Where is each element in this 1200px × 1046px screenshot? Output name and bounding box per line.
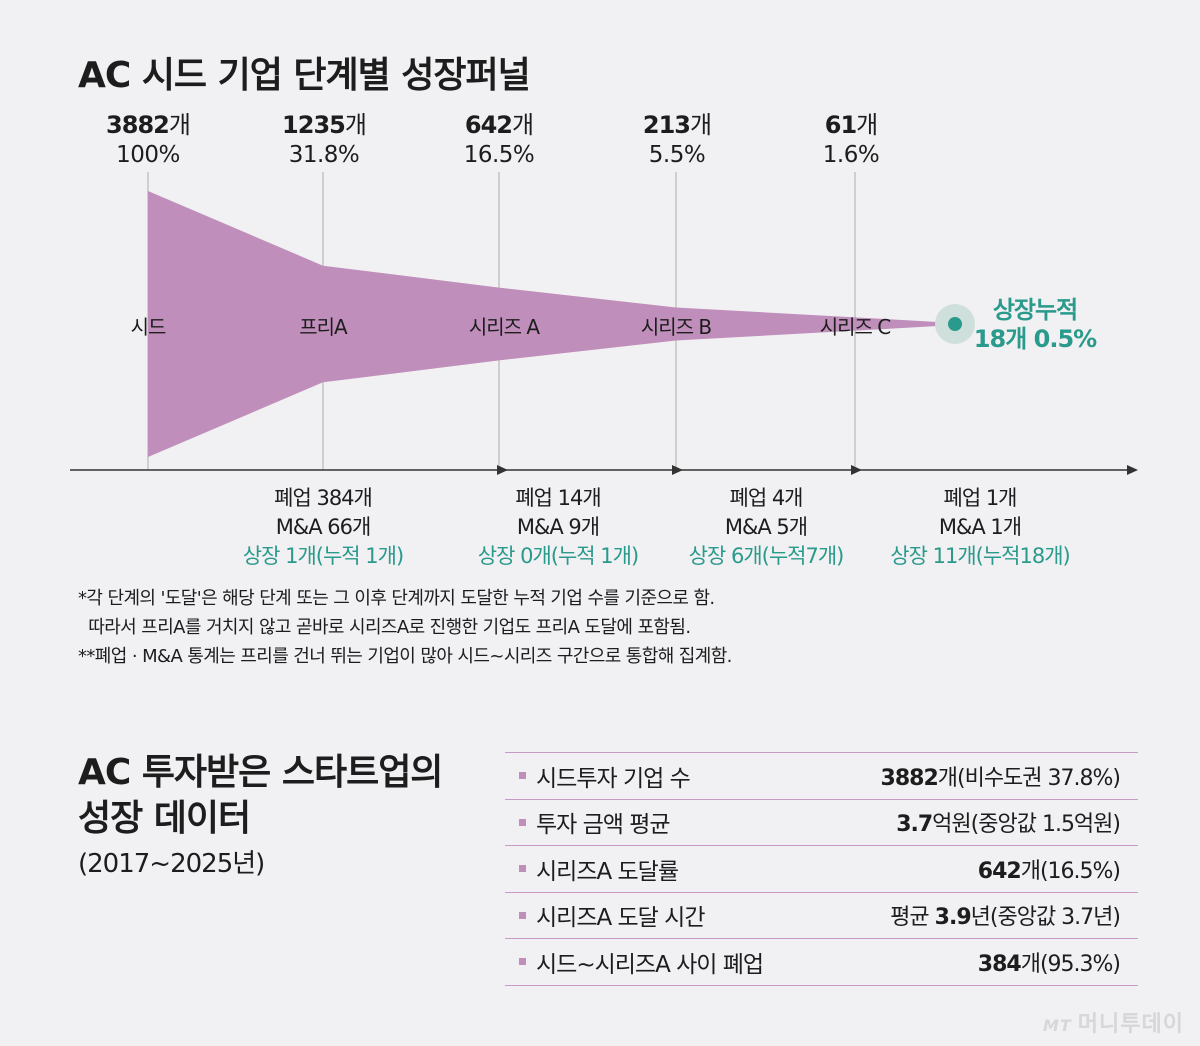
stage-name-series-c: 시리즈 C (819, 315, 892, 339)
stage-count: 1235 (282, 111, 346, 139)
value-prefix: 평균 (890, 905, 935, 931)
ipo-detail: 18개 0.5% (973, 325, 1097, 353)
axis-arrow-icon (672, 465, 683, 475)
value-bold: 3882 (880, 765, 939, 791)
exit-block-prea: 폐업 384개 M&A 66개 상장 1개(누적 1개) (203, 484, 443, 571)
stage-percent: 5.5% (648, 142, 706, 168)
stage-header-seed: 3882개 100% (58, 110, 238, 170)
footnotes: *각 단계의 '도달'은 해당 단계 또는 그 이후 단계까지 도달한 누적 기… (78, 584, 732, 671)
ipo-title: 상장누적 (992, 296, 1078, 324)
stage-percent: 1.6% (822, 142, 880, 168)
exit-closed: 폐업 14개 (515, 486, 601, 510)
table-row: 시드~시리즈A 사이 폐업 384개(95.3%) (505, 939, 1138, 986)
watermark-mark: MT (1042, 1016, 1072, 1035)
exit-ipo: 상장 0개(누적 1개) (477, 544, 639, 568)
stage-name-series-a: 시리즈 A (468, 315, 540, 339)
table-row: 시리즈A 도달 시간 평균 3.9년(중앙값 3.7년) (505, 893, 1138, 939)
exit-closed: 폐업 384개 (274, 486, 373, 510)
exit-block-series-a: 폐업 14개 M&A 9개 상장 0개(누적 1개) (438, 484, 678, 571)
data-table: 시드투자 기업 수 3882개(비수도권 37.8%) 투자 금액 평균 3.7… (505, 752, 1138, 986)
axis-arrow-icon (497, 465, 508, 475)
funnel-area (148, 191, 955, 457)
stage-unit: 개 (344, 111, 367, 139)
exit-ipo: 상장 1개(누적 1개) (242, 544, 404, 568)
exit-closed: 폐업 4개 (729, 486, 804, 510)
value-bold: 3.9 (934, 905, 972, 931)
exit-block-series-c: 폐업 1개 M&A 1개 상장 11개(누적18개) (860, 484, 1100, 571)
period-label: (2017~2025년) (78, 849, 265, 879)
exit-ma: M&A 5개 (724, 515, 808, 539)
row-label: 시드투자 기업 수 (536, 765, 691, 792)
funnel-chart (70, 172, 1138, 475)
table-row: 투자 금액 평균 3.7억원(중앙값 1.5억원) (505, 800, 1138, 846)
stage-name-seed: 시드 (130, 315, 167, 339)
exit-ipo: 상장 6개(누적7개) (688, 544, 845, 568)
section-title-line2: 성장 데이터 (78, 798, 251, 839)
row-label: 투자 금액 평균 (536, 812, 671, 839)
stage-unit: 개 (512, 111, 534, 139)
exit-ma: M&A 66개 (275, 515, 372, 539)
stage-header-prea: 1235개 31.8% (234, 110, 414, 170)
stage-unit: 개 (690, 111, 712, 139)
row-value: 평균 3.9년(중앙값 3.7년) (890, 899, 1121, 931)
exit-block-series-b: 폐업 4개 M&A 5개 상장 6개(누적7개) (646, 484, 886, 571)
exit-ma: M&A 1개 (938, 515, 1022, 539)
stage-count: 213 (642, 111, 691, 139)
value-rest: 억원(중앙값 1.5억원) (932, 812, 1121, 838)
row-value: 642개(16.5%) (977, 853, 1121, 885)
row-value: 3.7억원(중앙값 1.5억원) (896, 806, 1121, 838)
stage-percent: 16.5% (463, 142, 535, 168)
stage-percent: 31.8% (288, 142, 360, 168)
stage-count: 642 (464, 111, 513, 139)
footnote: *각 단계의 '도달'은 해당 단계 또는 그 이후 단계까지 도달한 누적 기… (78, 588, 715, 609)
watermark-logo: MT 머니투데이 (1043, 1006, 1184, 1038)
row-value: 3882개(비수도권 37.8%) (880, 760, 1121, 792)
row-label: 시리즈A 도달률 (536, 858, 679, 885)
stage-unit: 개 (168, 111, 191, 139)
row-label: 시드~시리즈A 사이 폐업 (536, 951, 764, 978)
axis-arrow-icon (851, 465, 862, 475)
stage-header-series-c: 61개 1.6% (761, 110, 941, 170)
stage-count: 3882 (106, 111, 170, 139)
exit-ipo: 상장 11개(누적18개) (890, 544, 1070, 568)
stage-name-series-b: 시리즈 B (640, 315, 712, 339)
section-title-line1: AC 투자받은 스타트업의 (78, 752, 443, 793)
axis-arrow-icon (1127, 465, 1138, 475)
row-value: 384개(95.3%) (977, 946, 1121, 978)
bullet-icon (519, 865, 526, 873)
stage-unit: 개 (856, 111, 878, 139)
stage-count: 61 (824, 111, 857, 139)
footnote: 따라서 프리A를 거치지 않고 곧바로 시리즈A로 진행한 기업도 프리A 도달… (78, 617, 691, 638)
stage-name-prea: 프리A (299, 315, 347, 339)
value-bold: 384 (977, 951, 1022, 977)
stage-header-series-b: 213개 5.5% (587, 110, 767, 170)
value-bold: 3.7 (896, 812, 933, 838)
section-title: AC 투자받은 스타트업의 성장 데이터 (78, 750, 443, 842)
value-rest: 년(중앙값 3.7년) (970, 905, 1121, 931)
value-bold: 642 (977, 858, 1022, 884)
value-rest: 개(95.3%) (1020, 951, 1121, 977)
exit-closed: 폐업 1개 (943, 486, 1018, 510)
table-row: 시리즈A 도달률 642개(16.5%) (505, 846, 1138, 893)
footnote: **폐업 · M&A 통계는 프리를 건너 뛰는 기업이 많아 시드~시리즈 구… (78, 646, 732, 667)
stage-percent: 100% (116, 142, 180, 168)
watermark-name: 머니투데이 (1077, 1012, 1184, 1037)
value-rest: 개(비수도권 37.8%) (937, 765, 1121, 791)
bullet-icon (519, 958, 526, 966)
stage-header-series-a: 642개 16.5% (409, 110, 589, 170)
row-label: 시리즈A 도달 시간 (536, 905, 705, 932)
bullet-icon (519, 911, 526, 919)
exit-ma: M&A 9개 (516, 515, 600, 539)
value-rest: 개(16.5%) (1020, 858, 1121, 884)
ipo-dot (948, 317, 962, 331)
bullet-icon (519, 772, 526, 780)
chart-title: AC 시드 기업 단계별 성장퍼널 (78, 55, 531, 96)
ipo-label: 상장누적 18개 0.5% (960, 296, 1110, 354)
table-row: 시드투자 기업 수 3882개(비수도권 37.8%) (505, 753, 1138, 800)
bullet-icon (519, 818, 526, 826)
